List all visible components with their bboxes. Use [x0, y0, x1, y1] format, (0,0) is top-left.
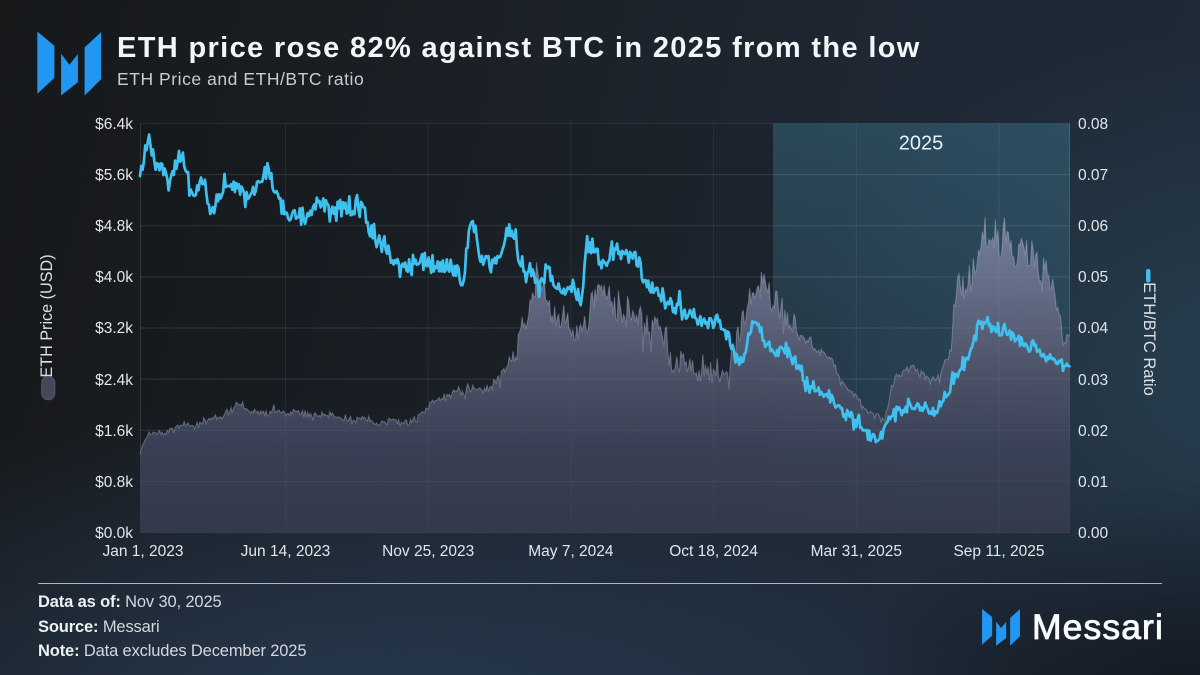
svg-text:$0.8k: $0.8k: [95, 474, 133, 491]
svg-text:Nov 25, 2023: Nov 25, 2023: [382, 543, 474, 560]
svg-text:0.04: 0.04: [1078, 320, 1109, 337]
svg-text:$2.4k: $2.4k: [95, 372, 133, 389]
svg-text:0.05: 0.05: [1078, 269, 1108, 286]
svg-text:$4.0k: $4.0k: [95, 269, 133, 286]
svg-text:$6.4k: $6.4k: [95, 116, 133, 133]
svg-text:0.08: 0.08: [1078, 116, 1108, 133]
svg-text:$5.6k: $5.6k: [95, 167, 133, 184]
svg-text:Jan 1, 2023: Jan 1, 2023: [102, 543, 183, 560]
svg-text:2025: 2025: [899, 133, 944, 155]
svg-text:Sep 11, 2025: Sep 11, 2025: [953, 543, 1044, 560]
svg-text:0.03: 0.03: [1078, 372, 1108, 389]
svg-text:Oct 18, 2024: Oct 18, 2024: [669, 543, 758, 560]
svg-text:0.06: 0.06: [1078, 218, 1108, 235]
svg-text:Mar 31, 2025: Mar 31, 2025: [811, 543, 902, 560]
svg-text:$3.2k: $3.2k: [95, 320, 133, 337]
svg-text:0.07: 0.07: [1078, 167, 1108, 184]
svg-text:0.00: 0.00: [1078, 525, 1109, 542]
svg-text:$1.6k: $1.6k: [95, 423, 133, 440]
svg-text:0.01: 0.01: [1078, 474, 1108, 491]
svg-text:Jun 14, 2023: Jun 14, 2023: [241, 543, 331, 560]
svg-text:$4.8k: $4.8k: [95, 218, 133, 235]
svg-text:May 7, 2024: May 7, 2024: [528, 543, 614, 560]
svg-text:$0.0k: $0.0k: [95, 525, 133, 542]
svg-text:0.02: 0.02: [1078, 423, 1108, 440]
svg-text:ETH/BTC Ratio: ETH/BTC Ratio: [1140, 282, 1158, 396]
svg-text:ETH Price (USD): ETH Price (USD): [38, 254, 56, 377]
